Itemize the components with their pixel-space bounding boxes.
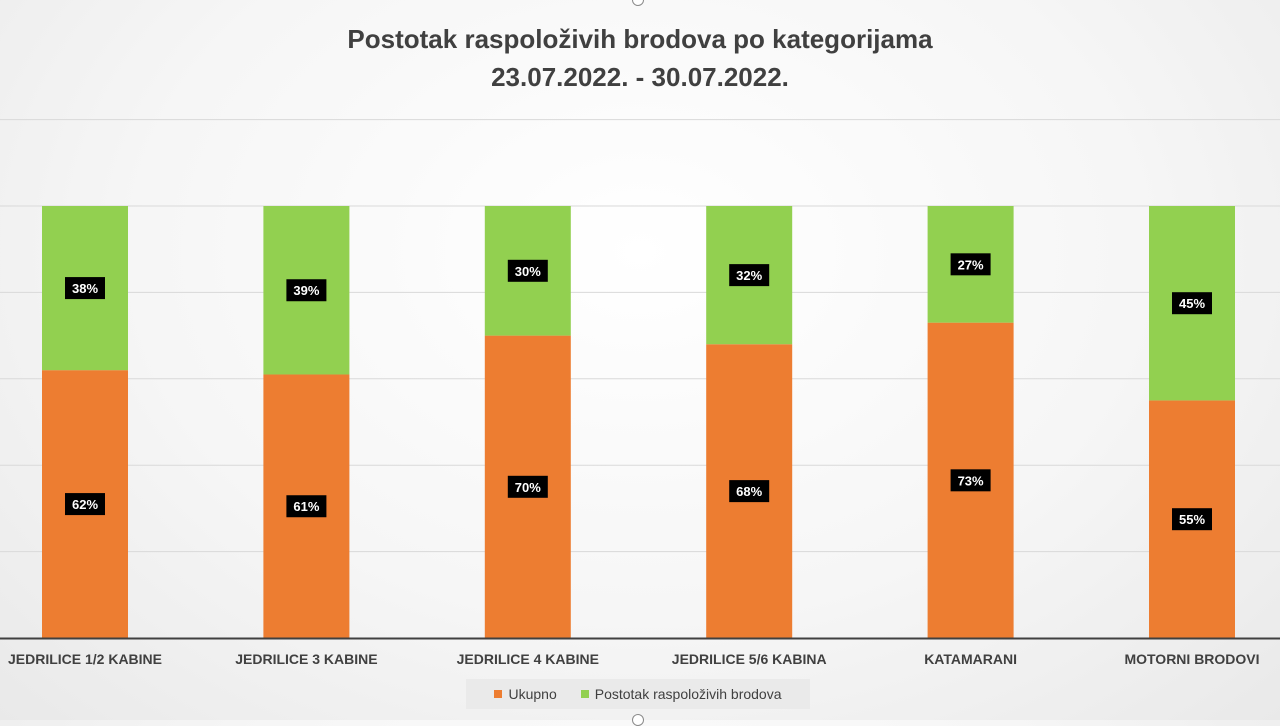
data-label-box (286, 495, 327, 518)
category-tick-label: MOTORNI BRODOVI (1124, 651, 1259, 667)
data-label-box (1172, 508, 1212, 531)
legend-swatch-raspolozivi (580, 690, 589, 698)
legend-label-ukupno: Ukupno (508, 686, 557, 702)
data-label-box (950, 253, 991, 276)
data-label: 68% (736, 484, 762, 499)
data-label-box (950, 469, 991, 492)
data-label-box (65, 493, 105, 516)
legend-item-raspolozivi: Postotak raspoloživih brodova (580, 686, 782, 702)
data-label: 32% (736, 268, 762, 283)
chart-title-line1: Postotak raspoloživih brodova po kategor… (347, 24, 933, 54)
legend-label-raspolozivi: Postotak raspoloživih brodova (594, 686, 782, 702)
data-label: 55% (1179, 512, 1205, 527)
chart-legend: Ukupno Postotak raspoloživih brodova (466, 679, 810, 709)
data-label-box (507, 259, 548, 282)
data-label: 62% (72, 497, 98, 512)
data-label: 39% (293, 283, 319, 298)
legend-item-ukupno: Ukupno (494, 686, 557, 702)
data-label: 38% (72, 281, 98, 296)
data-label-box (286, 279, 327, 302)
data-label: 27% (958, 257, 984, 272)
data-label: 45% (1179, 296, 1205, 311)
data-label-box (729, 480, 770, 503)
data-label: 61% (293, 499, 319, 514)
category-tick-label: JEDRILICE 1/2 KABINE (8, 651, 162, 667)
legend-swatch-ukupno (494, 690, 503, 698)
category-tick-label: JEDRILICE 3 KABINE (235, 651, 377, 667)
category-tick-label: JEDRILICE 4 KABINE (457, 651, 599, 667)
data-label: 70% (515, 480, 541, 495)
data-label: 73% (958, 473, 984, 488)
category-tick-label: JEDRILICE 5/6 KABINA (672, 651, 827, 667)
data-label-box (729, 264, 770, 287)
data-label: 30% (515, 264, 541, 279)
category-tick-label: KATAMARANI (924, 651, 1017, 667)
chart-title-line2: 23.07.2022. - 30.07.2022. (491, 62, 789, 92)
data-label-box (1172, 292, 1212, 315)
data-label-box (65, 277, 105, 300)
data-label-box (507, 475, 548, 498)
selection-handle-bottom[interactable] (632, 714, 644, 726)
chart-title: Postotak raspoloživih brodova po kategor… (0, 20, 1280, 96)
